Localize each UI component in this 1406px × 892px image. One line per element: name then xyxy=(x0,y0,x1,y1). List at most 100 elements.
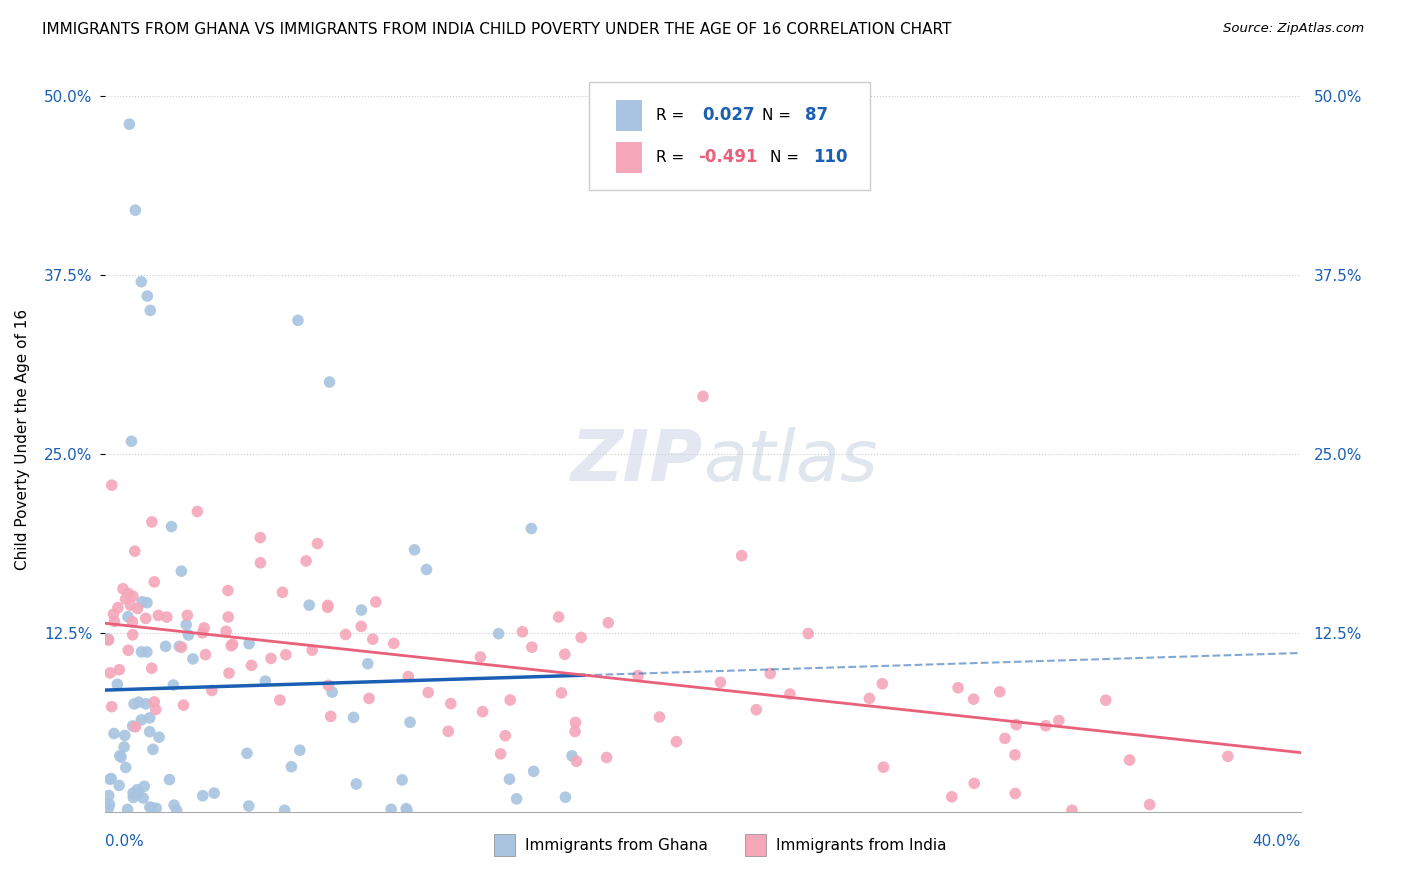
Point xyxy=(399,715,422,730)
Point xyxy=(118,117,141,131)
Point xyxy=(219,639,242,653)
Point xyxy=(307,536,329,550)
Point xyxy=(131,645,153,659)
Bar xyxy=(616,142,643,173)
Text: 0.027: 0.027 xyxy=(702,106,755,125)
Point xyxy=(100,772,122,786)
Point xyxy=(112,739,135,754)
Point xyxy=(122,589,145,603)
Point xyxy=(316,599,339,613)
Point xyxy=(797,626,820,640)
Point xyxy=(121,628,143,642)
Point xyxy=(520,522,543,536)
Point xyxy=(97,801,120,815)
Text: ZIP: ZIP xyxy=(571,427,703,496)
Text: R =: R = xyxy=(657,150,689,165)
Point xyxy=(316,600,339,615)
Point xyxy=(236,747,259,761)
Point xyxy=(779,687,801,701)
Text: N =: N = xyxy=(770,150,804,165)
Point xyxy=(404,542,426,557)
Point xyxy=(415,562,437,576)
Point xyxy=(988,685,1011,699)
Point xyxy=(498,772,520,787)
Point xyxy=(396,669,419,683)
Bar xyxy=(494,834,516,856)
Point xyxy=(260,651,283,665)
Point xyxy=(946,681,969,695)
Point xyxy=(127,787,149,801)
Point xyxy=(1004,747,1026,762)
Point xyxy=(963,776,986,790)
Point xyxy=(139,303,162,318)
Point xyxy=(745,703,768,717)
Point xyxy=(103,607,125,622)
Point xyxy=(156,610,179,624)
Text: 87: 87 xyxy=(804,106,828,125)
Point xyxy=(127,601,149,615)
Point xyxy=(107,600,129,615)
Point xyxy=(121,434,143,449)
Point xyxy=(627,669,650,683)
Point xyxy=(858,691,880,706)
Point xyxy=(564,724,586,739)
Point xyxy=(269,693,291,707)
Point xyxy=(110,750,132,764)
Point xyxy=(103,615,125,629)
Point xyxy=(114,728,136,742)
Point xyxy=(565,754,588,768)
Point xyxy=(595,750,617,764)
Text: IMMIGRANTS FROM GHANA VS IMMIGRANTS FROM INDIA CHILD POVERTY UNDER THE AGE OF 16: IMMIGRANTS FROM GHANA VS IMMIGRANTS FROM… xyxy=(42,22,952,37)
Point xyxy=(295,554,318,568)
Point xyxy=(202,786,225,800)
Point xyxy=(648,710,671,724)
Point xyxy=(350,603,373,617)
Point xyxy=(108,779,131,793)
Point xyxy=(120,599,142,613)
Y-axis label: Child Poverty Under the Age of 16: Child Poverty Under the Age of 16 xyxy=(15,309,30,570)
Text: 0.0%: 0.0% xyxy=(105,834,145,849)
Point xyxy=(117,586,139,600)
Point xyxy=(488,626,510,640)
Point xyxy=(470,650,492,665)
Point xyxy=(117,802,139,816)
Point xyxy=(117,643,139,657)
Point xyxy=(108,748,131,763)
Point xyxy=(127,782,149,797)
Point xyxy=(148,730,170,744)
Point xyxy=(98,665,121,680)
Point xyxy=(359,691,381,706)
Text: atlas: atlas xyxy=(703,427,877,496)
Point xyxy=(101,478,124,492)
Point xyxy=(129,275,153,289)
Point xyxy=(148,608,170,623)
Point xyxy=(160,519,183,533)
Point xyxy=(169,640,191,654)
Point xyxy=(170,640,193,655)
Point xyxy=(342,710,364,724)
Point xyxy=(759,666,782,681)
Text: 40.0%: 40.0% xyxy=(1253,834,1301,849)
Point xyxy=(141,800,163,814)
Point xyxy=(731,549,754,563)
Point xyxy=(176,608,198,623)
Point xyxy=(217,610,239,624)
Point xyxy=(141,515,163,529)
Point xyxy=(218,666,240,681)
Point xyxy=(249,531,271,545)
Point xyxy=(1047,714,1070,728)
Point xyxy=(692,389,714,403)
Point xyxy=(194,648,217,662)
Point xyxy=(494,729,516,743)
Point xyxy=(499,693,522,707)
Point xyxy=(364,595,387,609)
Point xyxy=(1118,753,1140,767)
Point xyxy=(217,583,239,598)
Point xyxy=(1060,803,1083,817)
Point xyxy=(1005,717,1028,731)
FancyBboxPatch shape xyxy=(589,82,870,190)
Point xyxy=(274,648,297,662)
Point xyxy=(301,643,323,657)
Text: -0.491: -0.491 xyxy=(699,148,758,167)
Point xyxy=(298,598,321,612)
